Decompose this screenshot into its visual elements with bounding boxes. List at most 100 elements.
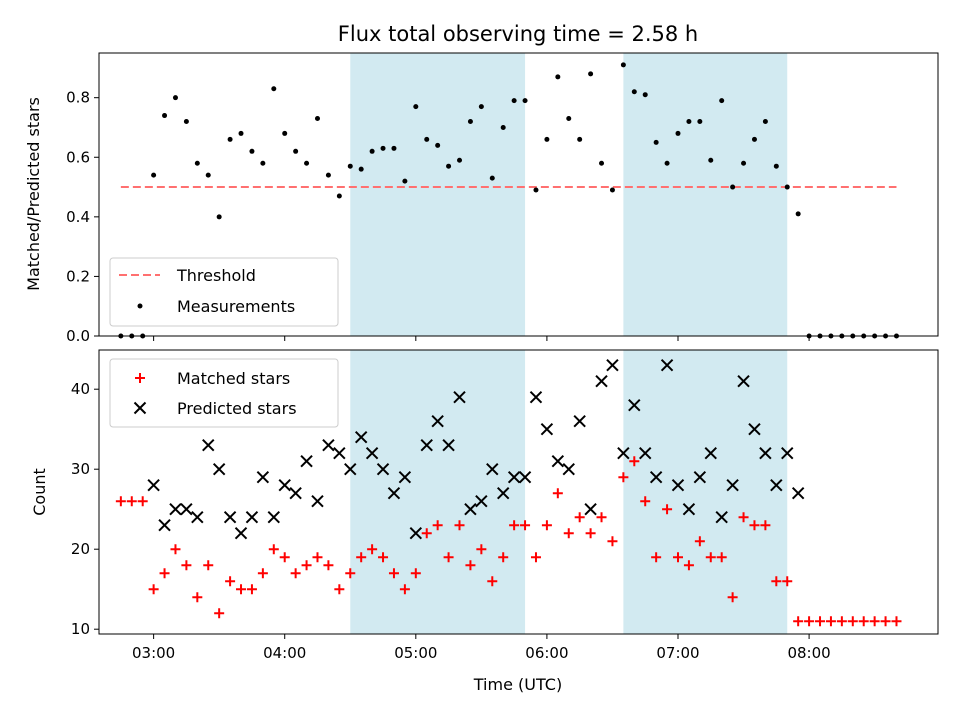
legend-predicted-marker (133, 401, 147, 415)
predicted-star-point (791, 486, 805, 500)
measurement-point (194, 160, 200, 166)
predicted-star-point (278, 478, 291, 492)
count-plot-data (115, 358, 902, 627)
matched-star-point (880, 616, 891, 627)
measurement-point (238, 130, 244, 136)
matched-star-point (236, 584, 247, 595)
predicted-star-point (529, 390, 543, 404)
ratio-y-axis-label: Matched/Predicted stars (24, 97, 43, 291)
matched-star-point (159, 568, 170, 579)
matched-star-point (694, 536, 705, 547)
measurement-point (511, 98, 517, 104)
y-tick-label: 10 (71, 620, 90, 638)
matched-star-point (454, 520, 465, 531)
matched-star-point (683, 560, 694, 571)
shaded-band (623, 350, 788, 634)
predicted-star-point (212, 462, 226, 476)
count-plot-frame (98, 349, 939, 635)
matched-star-point (836, 616, 847, 627)
predicted-star-point (781, 446, 794, 460)
ratio-y-ticks: 0.0 0.2 0.4 0.6 0.8 (66, 89, 99, 345)
matched-star-point (585, 528, 596, 539)
predicted-star-point (737, 374, 750, 388)
matched-star-point (662, 504, 673, 515)
predicted-star-point (671, 478, 685, 492)
count-x-ticks: 03:00 04:00 05:00 06:00 07:00 08:00 (132, 634, 831, 662)
matched-star-point (530, 552, 541, 563)
matched-star-point (170, 544, 181, 555)
x-tick-label: 04:00 (263, 644, 306, 662)
predicted-star-point (158, 518, 171, 532)
matched-star-point (487, 576, 498, 587)
predicted-star-point (748, 422, 761, 436)
predicted-star-point (551, 454, 565, 468)
predicted-star-point (726, 478, 739, 492)
predicted-star-point (169, 502, 182, 516)
matched-star-point (225, 576, 236, 587)
matched-star-point (465, 560, 476, 571)
matched-star-point (760, 520, 771, 531)
count-legend-box (109, 358, 339, 428)
measurement-point (609, 187, 615, 193)
matched-star-point (607, 536, 618, 547)
measurement-point (325, 172, 331, 178)
matched-star-point (574, 512, 585, 523)
measurement-point (402, 178, 408, 184)
legend-matched-label: Matched stars (177, 369, 290, 388)
legend-measurements-swatch (137, 303, 143, 309)
ratio-plot-frame (98, 52, 939, 337)
measurement-point (773, 163, 779, 169)
measurement-point (489, 175, 495, 181)
measurement-point (599, 160, 605, 166)
count-y-axis-label: Count (30, 468, 49, 516)
matched-star-point (815, 616, 826, 627)
x-tick-label: 05:00 (394, 644, 437, 662)
matched-star-point (192, 592, 203, 603)
measurement-point (751, 136, 757, 142)
matched-star-point (148, 584, 159, 595)
ratio-panel: 0.0 0.2 0.4 0.6 0.8 Flux total observing tim… (24, 22, 939, 345)
matched-star-point (257, 568, 268, 579)
predicted-star-point (333, 446, 346, 460)
matched-star-point (563, 528, 574, 539)
predicted-star-point (398, 470, 412, 484)
measurement-point (588, 71, 594, 77)
measurement-point (762, 119, 768, 125)
predicted-star-point (507, 470, 521, 484)
measurement-point (271, 86, 277, 92)
measurement-point (435, 142, 441, 148)
matched-star-point (246, 584, 257, 595)
matched-star-point (388, 568, 399, 579)
predicted-star-point (234, 526, 248, 540)
matched-star-point (672, 552, 683, 563)
legend-matched-swatch (135, 373, 145, 383)
measurement-point (730, 184, 736, 190)
matched-star-point (847, 616, 858, 627)
measurement-point (249, 148, 255, 154)
x-tick-label: 08:00 (787, 644, 830, 662)
matched-star-point (804, 616, 815, 627)
matched-star-point (126, 496, 137, 507)
predicted-star-point (442, 438, 455, 452)
measurement-point (304, 160, 310, 166)
y-tick-label: 0.6 (66, 148, 90, 166)
measurement-point (664, 160, 670, 166)
predicted-star-point (682, 502, 696, 516)
measurement-point (544, 136, 550, 142)
matched-star-point (618, 472, 629, 483)
predicted-star-point (245, 510, 259, 524)
predicted-star-point (693, 470, 707, 484)
y-tick-label: 40 (71, 380, 90, 398)
matched-star-point (498, 552, 509, 563)
matched-star-point (705, 552, 716, 563)
measurement-point (566, 116, 572, 122)
predicted-star-point (300, 454, 313, 468)
matched-star-point (629, 456, 640, 467)
legend-measurements-label: Measurements (177, 297, 295, 316)
matched-star-point (345, 568, 356, 579)
measurement-point (183, 119, 189, 125)
matched-star-point (738, 512, 749, 523)
matched-star-point (115, 496, 126, 507)
matched-star-point (749, 520, 760, 531)
matched-star-point (301, 560, 312, 571)
